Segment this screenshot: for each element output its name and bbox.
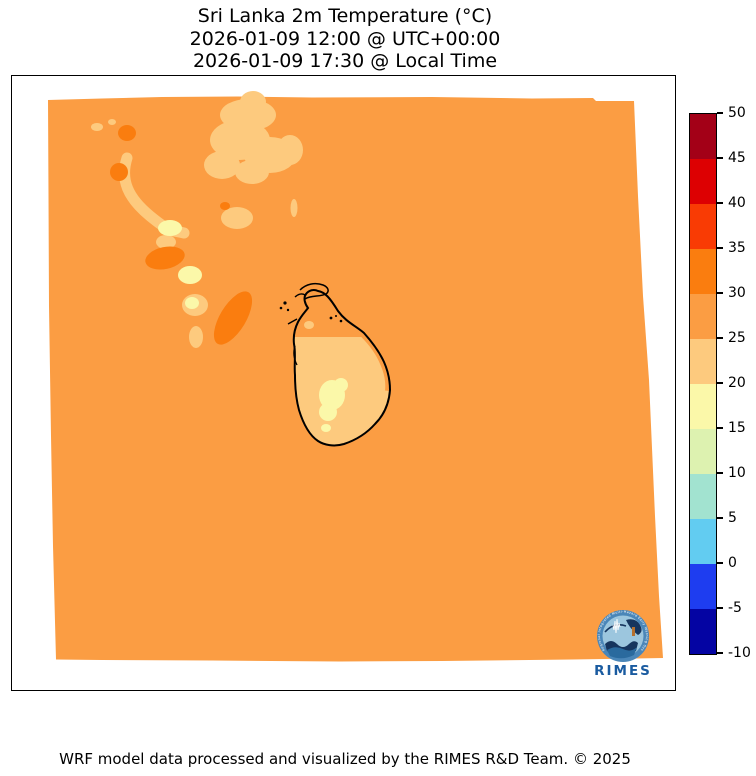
colorbar-tick-label: 0 — [728, 555, 737, 571]
colorbar-tick-label: 5 — [728, 510, 737, 526]
colorbar-tick-label: 10 — [728, 465, 746, 481]
colorbar-band — [690, 114, 716, 159]
title-line-1: Sri Lanka 2m Temperature (°C) — [197, 5, 493, 27]
sri-lanka-highland-patch — [319, 378, 348, 432]
logo-tower-shape — [632, 627, 635, 636]
map-canvas: Regional Integrated Multi-Hazard Early W… — [12, 76, 663, 679]
sri-lanka-coastline — [287, 282, 392, 447]
colorbar-tick — [717, 652, 723, 654]
colorbar-tick-label: 40 — [728, 195, 746, 211]
colorbar-band — [690, 384, 716, 429]
colorbar-band — [690, 159, 716, 204]
colorbar-tick — [717, 472, 723, 474]
sri-lanka-small-cool-dot — [304, 321, 314, 329]
colorbar-band — [690, 519, 716, 564]
colorbar-tick — [717, 562, 723, 564]
colorbar-tick — [717, 382, 723, 384]
colorbar-band — [690, 474, 716, 519]
highland-patches-15-20 — [158, 220, 202, 309]
logo-wordmark: RIMES — [594, 663, 652, 679]
colorbar-band — [690, 339, 716, 384]
colorbar-tick-label: -5 — [728, 600, 742, 616]
colorbar-tick — [717, 517, 723, 519]
attribution-text: WRF model data processed and visualized … — [59, 750, 631, 768]
logo-seismogram-icon — [612, 618, 621, 634]
colorbar-tick — [717, 427, 723, 429]
colorbar-tick-label: 30 — [728, 285, 746, 301]
colorbar-tick-label: 15 — [728, 420, 746, 436]
colorbar-tick — [717, 337, 723, 339]
colorbar-tick — [717, 157, 723, 159]
colorbar-tick-label: 45 — [728, 150, 746, 166]
colorbar-band — [690, 294, 716, 339]
colorbar-tick-label: 25 — [728, 330, 746, 346]
colorbar-band — [690, 429, 716, 474]
map-plot-area: Regional Integrated Multi-Hazard Early W… — [11, 75, 676, 691]
colorbar-tick — [717, 607, 723, 609]
temperature-colorbar — [689, 113, 717, 655]
colorbar-tick-label: 50 — [728, 105, 746, 121]
colorbar-band — [690, 564, 716, 609]
sri-lanka-islets-and-tanks — [279, 301, 343, 323]
colorbar-tick — [717, 247, 723, 249]
colorbar-tick-label: 20 — [728, 375, 746, 391]
colorbar-tick-label: -10 — [728, 645, 751, 661]
title-line-3: 2026-01-09 17:30 @ Local Time — [192, 50, 498, 72]
warm-patches-30-35 — [110, 125, 253, 345]
colorbar-band — [690, 249, 716, 294]
figure-title: Sri Lanka 2m Temperature (°C) 2026-01-09… — [0, 5, 690, 73]
colorbar-band — [690, 204, 716, 249]
logo-wave-shape-2 — [607, 647, 637, 659]
title-line-2: 2026-01-09 12:00 @ UTC+00:00 — [189, 27, 501, 50]
colorbar-band — [690, 609, 716, 654]
colorbar-tick-label: 35 — [728, 240, 746, 256]
colorbar-tick — [717, 292, 723, 294]
colorbar-tick — [717, 202, 723, 204]
colorbar-tick — [717, 112, 723, 114]
